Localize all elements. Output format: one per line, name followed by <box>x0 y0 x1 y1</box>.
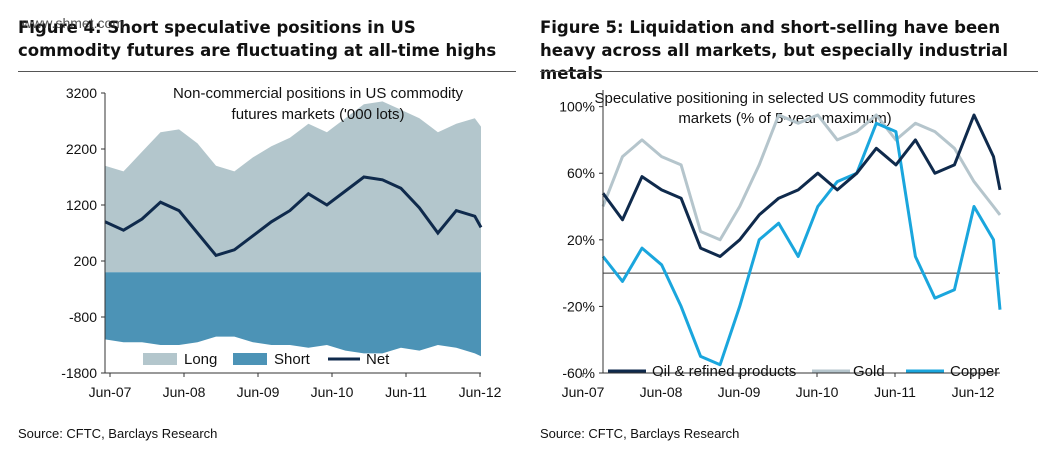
title-divider <box>18 71 516 72</box>
figure-5-panel: Figure 5: Liquidation and short-selling … <box>540 0 1045 464</box>
figure-4-panel: Figure 4: Short speculative positions in… <box>18 0 523 464</box>
legend-label: Copper <box>950 363 999 380</box>
y-tick-label: -60% <box>562 365 595 381</box>
figure-4-source: Source: CFTC, Barclays Research <box>18 426 218 441</box>
x-tick-label: Jun-07 <box>562 384 605 400</box>
chart-title-line-1: Speculative positioning in selected US c… <box>594 90 975 107</box>
y-tick-label: 100% <box>559 99 595 115</box>
y-tick-label: 200 <box>74 253 98 269</box>
chart-title-line-2: futures markets ('000 lots) <box>232 106 405 123</box>
oil-line <box>601 113 1002 258</box>
short-area <box>105 272 481 357</box>
x-tick-label: Jun-07 <box>89 384 132 400</box>
x-tick-label: Jun-08 <box>640 384 683 400</box>
gold-line <box>601 113 1002 242</box>
legend-swatch <box>233 353 267 365</box>
x-tick-label: Jun-10 <box>796 384 839 400</box>
y-tick-label: 20% <box>567 232 595 248</box>
copper-line <box>601 121 1002 367</box>
y-tick-label: 1200 <box>66 197 97 213</box>
y-tick-label: 2200 <box>66 141 97 157</box>
x-tick-label: Jun-12 <box>459 384 502 400</box>
x-tick-label: Jun-10 <box>311 384 354 400</box>
y-tick-label: -20% <box>562 298 595 314</box>
title-divider <box>540 71 1038 72</box>
y-tick-label: 3200 <box>66 85 97 101</box>
legend-swatch <box>143 353 177 365</box>
x-tick-label: Jun-08 <box>163 384 206 400</box>
watermark: www.shmet.com <box>22 15 124 31</box>
speculative-positioning-line-chart: Speculative positioning in selected US c… <box>559 90 1002 400</box>
net-line <box>104 175 483 258</box>
y-tick-label: 60% <box>567 165 595 181</box>
legend-label: Long <box>184 351 217 368</box>
figure-4-title: Figure 4: Short speculative positions in… <box>18 18 497 60</box>
legend-label: Gold <box>853 363 885 380</box>
y-tick-label: -1800 <box>61 365 97 381</box>
figure-5-title: Figure 5: Liquidation and short-selling … <box>540 18 1009 83</box>
x-tick-label: Jun-11 <box>874 384 916 400</box>
x-tick-label: Jun-09 <box>718 384 761 400</box>
legend-label: Short <box>274 351 311 368</box>
figure-5-source: Source: CFTC, Barclays Research <box>540 426 740 441</box>
positions-area-chart: Non-commercial positions in US commodity… <box>61 85 502 400</box>
x-tick-label: Jun-11 <box>385 384 427 400</box>
legend-label: Net <box>366 351 390 368</box>
legend-label: Oil & refined products <box>652 363 796 380</box>
long-area <box>105 101 481 273</box>
y-tick-label: -800 <box>69 309 97 325</box>
x-tick-label: Jun-12 <box>952 384 995 400</box>
x-tick-label: Jun-09 <box>237 384 280 400</box>
chart-title-line-1: Non-commercial positions in US commodity <box>173 85 464 102</box>
